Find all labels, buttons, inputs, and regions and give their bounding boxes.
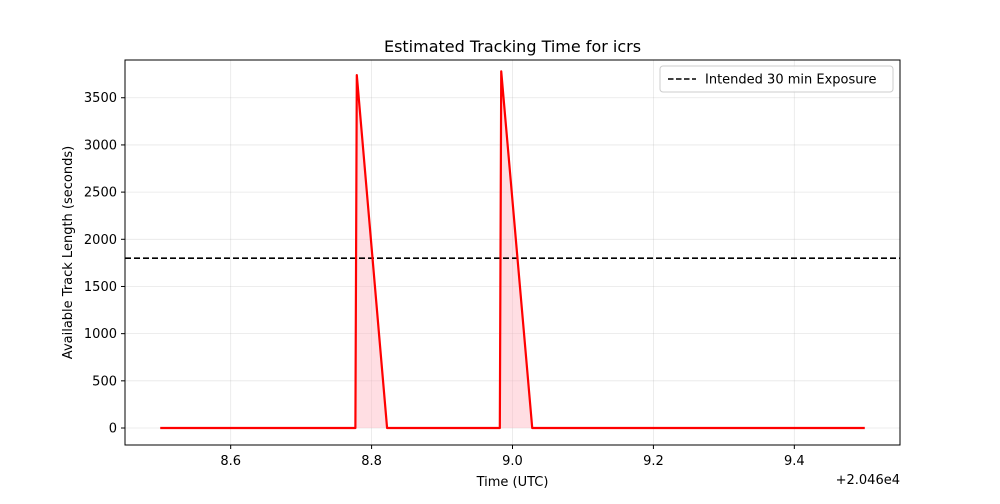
x-ticks: 8.6 8.8 9.0 9.2 9.4 — [220, 445, 805, 469]
y-axis-label: Available Track Length (seconds) — [61, 146, 76, 359]
series-layer — [160, 70, 865, 430]
y-tick-label: 0 — [109, 422, 117, 437]
legend-box — [659, 65, 894, 93]
series-fill-area — [160, 71, 865, 429]
x-tick-label: 8.6 — [220, 454, 241, 469]
y-tick-label: 3500 — [84, 91, 117, 106]
legend-entry-label: Intended 30 min Exposure — [705, 73, 877, 88]
x-tick-label: 9.0 — [502, 454, 523, 469]
y-ticks: 0 500 1000 1500 2000 2500 3000 3500 — [84, 91, 125, 437]
y-tick-label: 1500 — [84, 280, 117, 295]
x-axis-label: Time (UTC) — [476, 475, 549, 490]
series-line — [160, 70, 865, 430]
x-tick-label: 8.8 — [361, 454, 382, 469]
y-tick-label: 3000 — [84, 138, 117, 153]
x-offset-label: +2.046e4 — [836, 473, 900, 488]
fill-layer — [160, 71, 865, 429]
y-tick-label: 500 — [92, 374, 117, 389]
legend: Intended 30 min Exposure — [659, 65, 894, 93]
y-tick-label: 1000 — [84, 327, 117, 342]
x-tick-label: 9.4 — [784, 454, 805, 469]
y-tick-label: 2500 — [84, 186, 117, 201]
chart-title: Estimated Tracking Time for icrs — [384, 37, 641, 56]
x-tick-label: 9.2 — [643, 454, 664, 469]
y-tick-label: 2000 — [84, 233, 117, 248]
